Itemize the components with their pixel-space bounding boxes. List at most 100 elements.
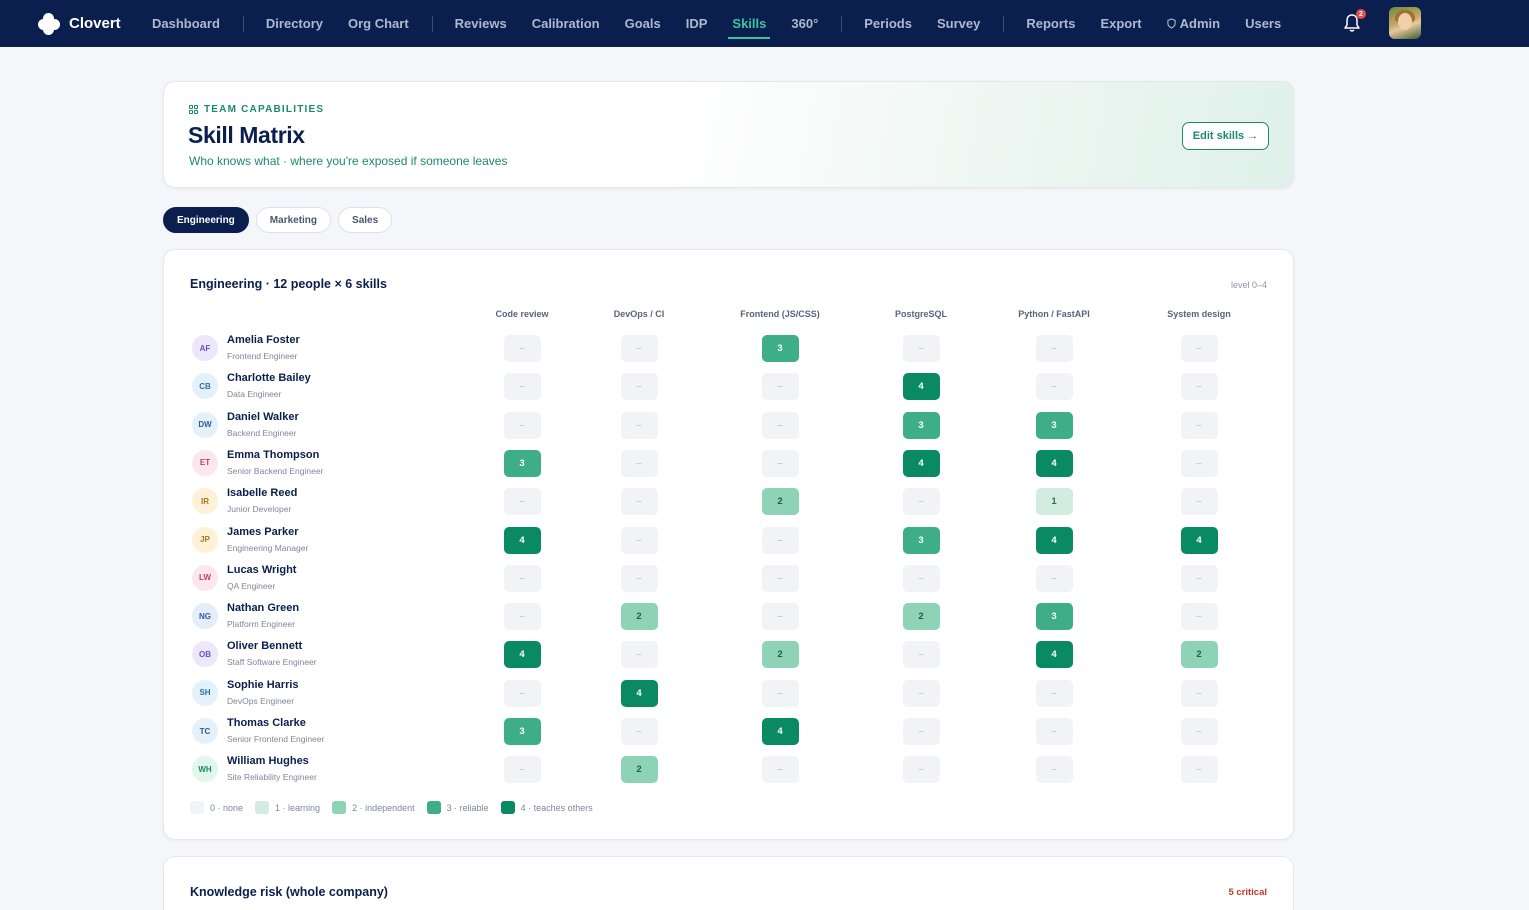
skill-cell[interactable]: – (1180, 411, 1218, 439)
skill-cell[interactable]: – (620, 488, 658, 516)
skill-cell[interactable]: – (620, 718, 658, 745)
bell-icon[interactable] (1343, 13, 1361, 33)
skill-cell[interactable]: – (503, 756, 541, 784)
skill-cell[interactable]: – (503, 373, 541, 401)
nav-calibration[interactable]: Calibration (532, 0, 600, 47)
skill-cell[interactable]: – (1180, 488, 1218, 516)
skill-cell[interactable]: 4 (761, 718, 799, 745)
skill-cell[interactable]: – (1180, 718, 1218, 745)
nav-admin[interactable]: Admin (1166, 0, 1220, 47)
skill-cell[interactable]: 4 (902, 449, 940, 477)
skill-cell[interactable]: 1 (1035, 488, 1073, 516)
person-name[interactable]: Daniel Walker (227, 410, 299, 423)
skill-cell[interactable]: – (620, 411, 658, 439)
skill-cell[interactable]: 4 (1035, 449, 1073, 477)
person-name[interactable]: Oliver Bennett (227, 640, 303, 653)
person-name[interactable]: Thomas Clarke (227, 717, 306, 729)
nav-reviews[interactable]: Reviews (455, 0, 507, 47)
nav-reports[interactable]: Reports (1026, 0, 1075, 47)
skill-cell[interactable]: – (902, 488, 940, 516)
skill-cell[interactable]: – (503, 411, 541, 439)
person-name[interactable]: William Hughes (227, 755, 309, 768)
nav-periods[interactable]: Periods (864, 0, 912, 47)
nav-directory[interactable]: Directory (266, 0, 323, 47)
skill-cell[interactable]: – (902, 641, 940, 669)
skill-cell[interactable]: 3 (902, 411, 940, 439)
skill-cell[interactable]: 4 (1035, 641, 1073, 669)
skill-cell[interactable]: – (902, 756, 940, 784)
skill-cell[interactable]: – (620, 564, 658, 592)
nav-users[interactable]: Users (1245, 0, 1281, 47)
skill-cell[interactable]: 3 (1035, 603, 1073, 631)
user-avatar[interactable] (1389, 7, 1421, 39)
skill-cell[interactable]: – (1180, 449, 1218, 477)
skill-cell[interactable]: – (761, 526, 799, 554)
person-name[interactable]: Lucas Wright (227, 563, 297, 576)
skill-cell[interactable]: – (761, 756, 799, 784)
nav-360[interactable]: 360° (791, 0, 818, 47)
skill-cell[interactable]: 3 (503, 449, 541, 477)
edit-skills-button[interactable]: Edit skills → (1182, 122, 1269, 150)
skill-cell[interactable]: – (761, 679, 799, 707)
skill-cell[interactable]: – (503, 679, 541, 707)
skill-cell[interactable]: 2 (1180, 641, 1218, 669)
skill-cell[interactable]: – (1180, 756, 1218, 784)
skill-cell[interactable]: 2 (620, 756, 658, 784)
skill-cell[interactable]: 4 (1180, 526, 1218, 554)
skill-cell[interactable]: 4 (1035, 526, 1073, 554)
skill-cell[interactable]: – (503, 335, 541, 362)
skill-cell[interactable]: – (902, 564, 940, 592)
skill-cell[interactable]: – (1035, 564, 1073, 592)
skill-cell[interactable]: – (761, 449, 799, 477)
skill-cell[interactable]: – (1180, 603, 1218, 631)
skill-cell[interactable]: – (503, 564, 541, 592)
skill-cell[interactable]: – (503, 603, 541, 631)
skill-cell[interactable]: 2 (761, 641, 799, 669)
skill-cell[interactable]: – (761, 564, 799, 592)
person-name[interactable]: Emma Thompson (227, 448, 320, 461)
skill-cell[interactable]: 3 (1035, 411, 1073, 439)
brand[interactable]: Clovert (38, 12, 152, 35)
skill-cell[interactable]: 3 (902, 526, 940, 554)
skill-cell[interactable]: – (503, 488, 541, 516)
skill-cell[interactable]: 3 (761, 335, 799, 362)
skill-cell[interactable]: 2 (761, 488, 799, 516)
skill-cell[interactable]: – (902, 335, 940, 362)
skill-cell[interactable]: 2 (902, 603, 940, 631)
skill-cell[interactable]: – (761, 603, 799, 631)
skill-cell[interactable]: – (1180, 335, 1218, 362)
skill-cell[interactable]: – (620, 526, 658, 554)
skill-cell[interactable]: – (1035, 756, 1073, 784)
nav-export[interactable]: Export (1100, 0, 1141, 47)
nav-skills[interactable]: Skills (728, 0, 771, 47)
person-name[interactable]: Nathan Green (227, 602, 300, 615)
nav-dashboard[interactable]: Dashboard (152, 0, 220, 47)
skill-cell[interactable]: – (1035, 718, 1073, 745)
skill-cell[interactable]: – (1035, 373, 1073, 401)
nav-org-chart[interactable]: Org Chart (348, 0, 409, 47)
nav-survey[interactable]: Survey (937, 0, 980, 47)
skill-cell[interactable]: – (1035, 679, 1073, 707)
skill-cell[interactable]: – (620, 373, 658, 401)
tab-engineering[interactable]: Engineering (163, 207, 249, 233)
skill-cell[interactable]: – (1035, 335, 1073, 362)
skill-cell[interactable]: – (1180, 373, 1218, 401)
skill-cell[interactable]: – (620, 335, 658, 362)
skill-cell[interactable]: 2 (620, 603, 658, 631)
tab-sales[interactable]: Sales (338, 207, 393, 233)
skill-cell[interactable]: – (902, 718, 940, 745)
skill-cell[interactable]: 3 (503, 718, 541, 745)
person-name[interactable]: Charlotte Bailey (227, 372, 311, 385)
skill-cell[interactable]: 4 (503, 641, 541, 669)
skill-cell[interactable]: – (761, 411, 799, 439)
person-name[interactable]: James Parker (227, 525, 299, 538)
skill-cell[interactable]: – (902, 679, 940, 707)
skill-cell[interactable]: – (1180, 679, 1218, 707)
skill-cell[interactable]: – (620, 449, 658, 477)
skill-cell[interactable]: 4 (902, 373, 940, 401)
nav-idp[interactable]: IDP (686, 0, 708, 47)
person-name[interactable]: Sophie Harris (227, 678, 299, 691)
skill-cell[interactable]: 4 (620, 679, 658, 707)
skill-cell[interactable]: – (761, 373, 799, 401)
skill-cell[interactable]: 4 (503, 526, 541, 554)
